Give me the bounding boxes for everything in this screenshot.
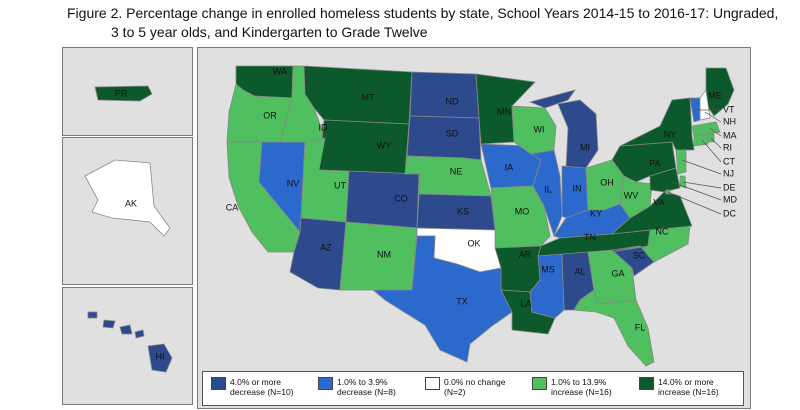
callout-line-ri (710, 137, 722, 149)
state-label-me: ME (708, 90, 722, 100)
state-label-id: ID (319, 122, 329, 132)
callout-line-dc (667, 191, 722, 215)
legend-label: 1.0% to 13.9% (551, 377, 607, 387)
state-mi (528, 89, 599, 169)
state-label-ut: UT (334, 180, 346, 190)
state-pr (94, 85, 153, 102)
state-nj (675, 149, 687, 175)
state-label-or: OR (263, 110, 277, 120)
state-hi (87, 311, 173, 373)
legend-swatch (532, 377, 547, 390)
state-label-ne: NE (450, 166, 463, 176)
callout-line-nj (681, 159, 722, 175)
legend-label: 1.0% to 3.9% (337, 377, 388, 387)
legend-label: 0.0% no change (444, 377, 506, 387)
legend-swatch (425, 377, 440, 390)
state-label-mn: MN (497, 106, 511, 116)
state-label-il: IL (544, 184, 552, 194)
state-label-ok: OK (467, 238, 480, 248)
state-label-pa: PA (649, 158, 660, 168)
state-label-wi: WI (534, 124, 545, 134)
state-va (610, 191, 693, 235)
state-label-mo: MO (515, 206, 530, 216)
callout-line-md (671, 181, 722, 201)
state-label-pr: PR (115, 88, 128, 98)
state-label-ia: IA (505, 162, 514, 172)
callout-label-ri: RI (723, 142, 732, 152)
legend-swatch (318, 377, 333, 390)
state-label-mt: MT (362, 92, 375, 102)
callout-line-de (682, 181, 722, 189)
callout-line-nh (704, 111, 722, 123)
state-label-ar: AR (519, 249, 532, 259)
state-label-co: CO (394, 193, 408, 203)
state-label-hi: HI (156, 351, 165, 361)
legend-label: decrease (N=10) (230, 387, 294, 397)
state-label-tn: TN (584, 232, 596, 242)
state-label-sc: SC (633, 250, 646, 260)
state-label-ks: KS (457, 206, 469, 216)
state-nh (699, 88, 711, 121)
state-label-la: LA (520, 298, 531, 308)
state-label-ny: NY (664, 129, 677, 139)
state-md (649, 167, 681, 193)
state-label-fl: FL (635, 322, 646, 332)
state-ma (691, 121, 721, 137)
legend-label: (N=2) (444, 387, 466, 397)
state-sd (406, 115, 482, 161)
state-fl (573, 289, 655, 367)
state-label-va: VA (653, 197, 664, 207)
legend: 4.0% or more decrease (N=10) 1.0% to 3.9%… (202, 371, 744, 406)
state-label-ms: MS (541, 264, 555, 274)
state-label-wa: WA (273, 66, 287, 76)
state-label-nd: ND (446, 96, 459, 106)
state-label-al: AL (574, 266, 585, 276)
title-line-2: 3 to 5 year olds, and Kindergarten to Gr… (111, 24, 428, 40)
callout-label-nh: NH (723, 116, 736, 126)
state-label-nc: NC (656, 226, 669, 236)
state-label-wy: WY (377, 140, 392, 150)
state-ny (619, 97, 695, 151)
state-nc (611, 225, 691, 263)
state-mt (303, 65, 413, 125)
legend-label: increase (N=16) (658, 387, 719, 397)
state-label-ky: KY (590, 208, 602, 218)
state-label-ca: CA (226, 202, 239, 212)
state-label-nm: NM (377, 249, 391, 259)
legend-swatch (639, 377, 654, 390)
state-label-nv: NV (287, 178, 300, 188)
state-ak (84, 159, 171, 237)
state-label-sd: SD (446, 128, 459, 138)
legend-label: 4.0% or more (230, 377, 282, 387)
state-tx (371, 235, 513, 363)
state-label-in: IN (573, 183, 582, 193)
hawaii-inset (62, 287, 193, 405)
callout-label-dc: DC (723, 208, 736, 218)
callout-label-md: MD (723, 194, 737, 204)
callout-line-ct (701, 139, 722, 163)
state-label-mi: MI (580, 142, 590, 152)
legend-swatch (211, 377, 226, 390)
state-wy (318, 119, 410, 175)
callout-label-ct: CT (723, 156, 735, 166)
figure-title: Figure 2. Percentage change in enrolled … (67, 4, 787, 42)
callout-label-vt: VT (723, 104, 735, 114)
legend-label: increase (N=16) (551, 387, 612, 397)
callout-label-nj: NJ (723, 168, 734, 178)
callout-line-ma (709, 127, 722, 137)
legend-label: decrease (N=8) (337, 387, 396, 397)
state-nd (409, 71, 480, 119)
legend-label: 14.0% or more (658, 377, 714, 387)
callout-label-de: DE (723, 182, 736, 192)
callout-label-ma: MA (723, 130, 737, 140)
state-label-az: AZ (320, 242, 332, 252)
state-label-oh: OH (600, 177, 614, 187)
title-line-1: Figure 2. Percentage change in enrolled … (67, 5, 779, 21)
state-co (345, 170, 420, 229)
state-label-ak: AK (125, 198, 137, 208)
state-label-ga: GA (611, 268, 624, 278)
state-label-tx: TX (456, 296, 468, 306)
state-label-wv: WV (624, 190, 639, 200)
